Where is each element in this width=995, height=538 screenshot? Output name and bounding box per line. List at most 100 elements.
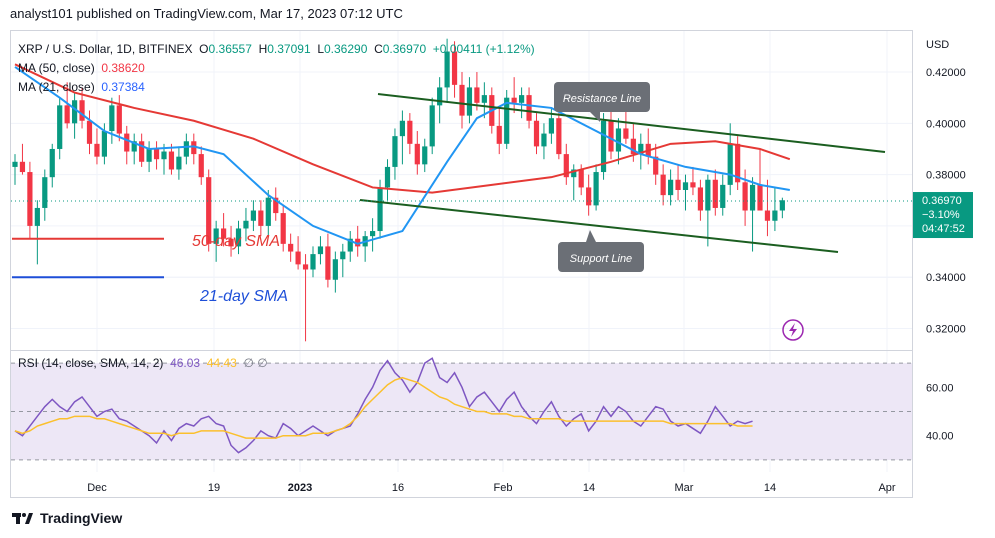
candle-body [42, 177, 48, 208]
rsi-line [14, 357, 753, 454]
candle-body [265, 197, 271, 226]
candle [198, 146, 204, 185]
candle-body [749, 184, 756, 211]
candle [407, 113, 413, 155]
candle [250, 200, 256, 232]
candle [504, 89, 510, 149]
footer-brand: TradingView [40, 510, 123, 526]
candle [392, 128, 398, 180]
ohlc-row: XRP / U.S. Dollar, 1D, BITFINEX O0.36557… [18, 40, 535, 59]
candle-body [49, 148, 55, 178]
candle [779, 197, 785, 219]
ma21-line [14, 66, 790, 245]
candle [571, 164, 577, 201]
candle [586, 174, 592, 216]
rsi-sma-line [14, 376, 753, 439]
candle-body [325, 246, 331, 280]
lightning-icon[interactable] [782, 319, 804, 341]
ma50-legend-row[interactable]: MA (50, close) 0.38620 [18, 59, 535, 78]
time-tick-label: Feb [494, 482, 513, 494]
candle [183, 133, 189, 165]
candle [131, 133, 137, 165]
candle [57, 97, 63, 160]
candle [526, 87, 532, 129]
candle [451, 41, 458, 98]
candle-body [675, 179, 681, 190]
ma50-line [14, 63, 791, 194]
candle-body [742, 182, 748, 211]
candle [414, 131, 420, 175]
candle [72, 92, 78, 139]
candle-body [273, 197, 279, 214]
candle-body [288, 243, 294, 252]
ma21-legend-row[interactable]: MA (21, close) 0.37384 [18, 78, 535, 97]
candle-body [34, 207, 40, 226]
candle-body [101, 131, 107, 157]
rsi-label: RSI (14, close, SMA, 14, 2) [18, 356, 164, 370]
price-axis[interactable]: 0.42000 0.40000 0.38000 0.34000 0.32000 [926, 67, 966, 335]
candle-body [27, 172, 33, 226]
ma21-label: MA (21, close) [18, 80, 95, 94]
candle-body [593, 172, 599, 206]
candle-body [712, 179, 718, 208]
candle-body [109, 105, 115, 132]
resistance-trendline[interactable] [377, 93, 886, 153]
resistance-callout[interactable]: Resistance Line [554, 82, 650, 122]
candle [533, 113, 540, 155]
candle [332, 251, 338, 293]
candle-body [191, 141, 197, 155]
candle-body [563, 154, 569, 178]
candle-body [660, 174, 666, 196]
candle-body [228, 238, 234, 247]
candle [94, 128, 100, 165]
ma50-label: MA (50, close) [18, 61, 95, 75]
price-tick-label: 0.42000 [926, 67, 966, 79]
candle [697, 179, 703, 221]
candle-body [317, 246, 324, 255]
candle [12, 154, 18, 185]
candle [139, 133, 145, 167]
time-tick-label: Dec [87, 482, 107, 494]
candle [377, 179, 383, 239]
candle-body [571, 169, 577, 178]
candle [422, 138, 428, 173]
candle-body [176, 156, 182, 170]
time-axis[interactable]: Dec 19 2023 16 Feb 14 Mar 14 Apr [87, 482, 896, 494]
tradingview-logo-icon [12, 513, 33, 524]
candle-body [578, 169, 584, 188]
candle-body [451, 51, 458, 85]
rsi-value: 46.03 [170, 356, 201, 370]
symbol-name[interactable]: XRP / U.S. Dollar, 1D, BITFINEX [18, 42, 193, 56]
candle-body [407, 120, 413, 144]
candle [42, 169, 48, 221]
rsi-axis[interactable]: 60.00 40.00 [926, 382, 954, 442]
candle [86, 110, 93, 155]
candle [191, 133, 197, 165]
time-tick-label: 2023 [288, 482, 312, 494]
support-trendline[interactable] [359, 199, 839, 253]
candle [347, 231, 353, 262]
candle-body [280, 213, 286, 244]
candle [668, 169, 674, 206]
candle-body [377, 187, 383, 232]
support-callout[interactable]: Support Line [558, 230, 644, 272]
candle [176, 146, 182, 180]
candle [541, 123, 547, 160]
candle [116, 95, 122, 142]
candle-body [86, 120, 93, 144]
candle [496, 107, 502, 155]
candle [593, 164, 599, 211]
close-value: 0.36970 [382, 42, 427, 56]
candle-body [79, 100, 85, 121]
candle-body [772, 210, 778, 221]
candle-body [131, 141, 137, 152]
candle [444, 38, 450, 103]
candle-body [310, 254, 316, 270]
candle-body [213, 228, 219, 244]
candle-body [653, 156, 659, 175]
rsi-legend[interactable]: RSI (14, close, SMA, 14, 2) 46.03 44.43 … [18, 356, 268, 370]
sma21-annotation: 21-day SMA [199, 288, 288, 305]
candle-body [757, 184, 763, 211]
candle-body [615, 128, 622, 152]
